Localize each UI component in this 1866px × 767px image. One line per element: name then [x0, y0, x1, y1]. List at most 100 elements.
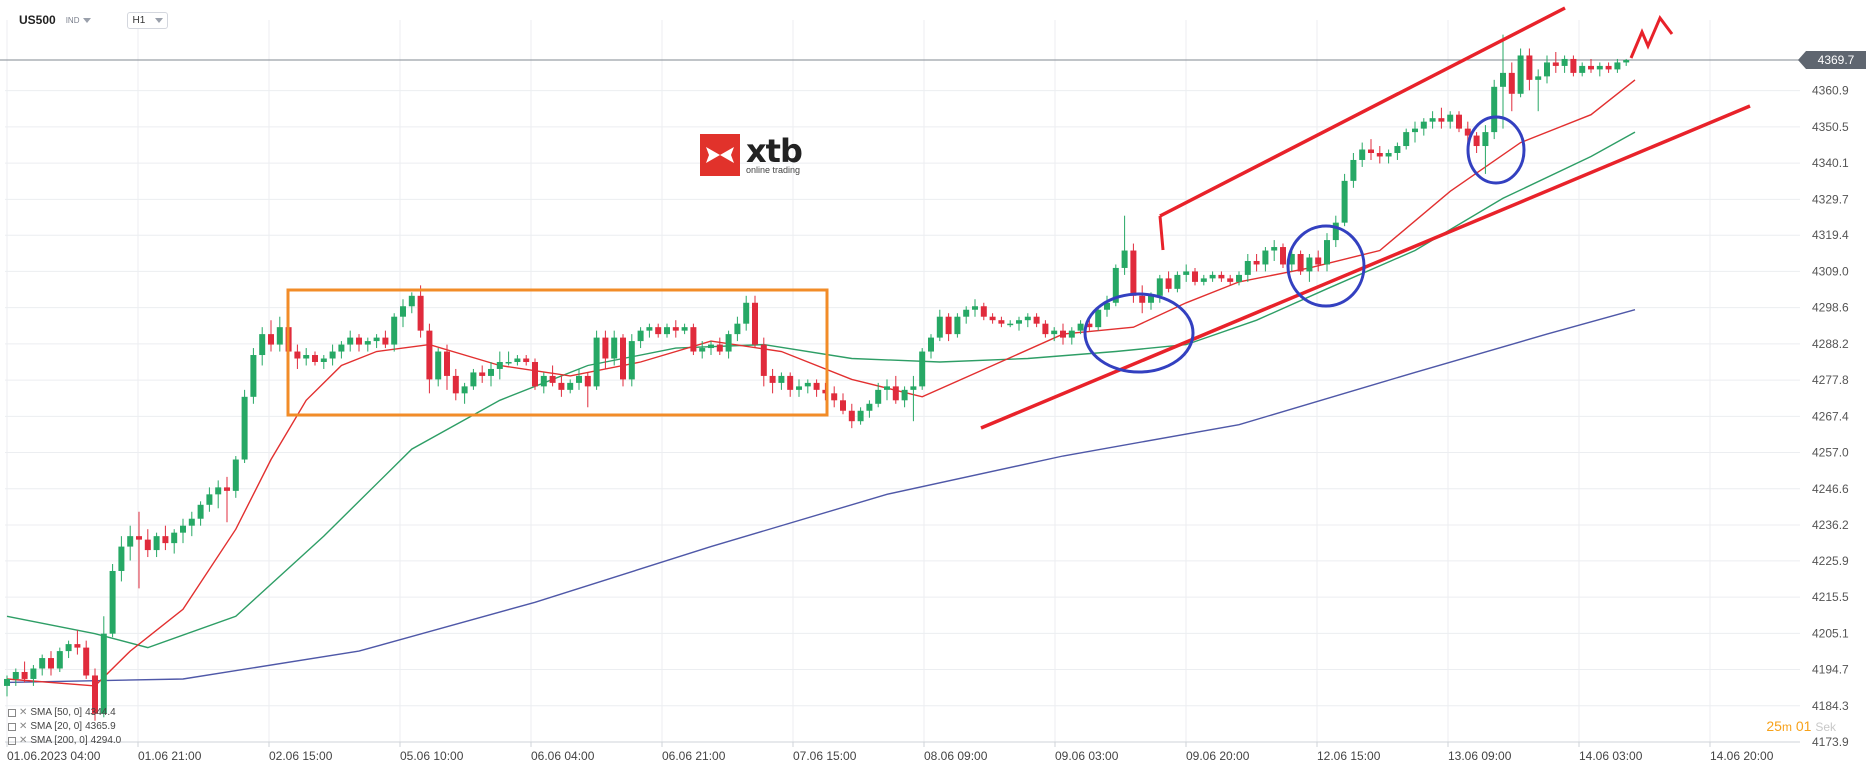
candle	[1112, 264, 1119, 307]
x-tick-label: 01.06.2023 04:00	[7, 749, 101, 763]
chevron-down-icon	[83, 17, 92, 23]
candle-body	[1420, 121, 1427, 129]
candle	[1412, 121, 1418, 143]
candle-body	[1596, 65, 1603, 70]
timeframe-label: H1	[132, 14, 146, 26]
candle-body	[593, 337, 600, 387]
legend-item-sma50[interactable]: ✕ SMA [50, 0] 4344.4	[8, 706, 121, 720]
candle	[963, 306, 970, 324]
candle	[1579, 62, 1586, 77]
candle	[1588, 58, 1594, 73]
candle-body	[558, 382, 565, 390]
candle-body	[945, 316, 952, 335]
candle	[21, 661, 28, 683]
candle	[1438, 107, 1445, 129]
candle-body	[39, 658, 46, 669]
candle	[1544, 55, 1550, 84]
candle	[875, 382, 882, 408]
candle	[567, 379, 574, 394]
legend-label: SMA [50, 0]	[30, 707, 83, 718]
candle-body	[1165, 278, 1172, 289]
candle-body	[1561, 58, 1568, 66]
candle	[752, 295, 758, 349]
candle	[910, 375, 917, 422]
candle	[1420, 118, 1427, 136]
candle-body	[787, 375, 794, 390]
close-icon[interactable]: ✕	[19, 707, 28, 718]
consolidation-box	[286, 288, 829, 417]
y-tick-label: 4236.2	[1812, 518, 1849, 532]
candle-body	[1218, 274, 1225, 279]
candle	[919, 348, 926, 390]
candle-body	[725, 334, 732, 352]
market-badge[interactable]: IND	[66, 16, 92, 25]
settings-icon[interactable]	[8, 709, 16, 717]
candle-body	[1588, 65, 1594, 70]
candle	[373, 334, 380, 349]
candle-body	[822, 389, 829, 394]
candle-body	[21, 671, 28, 679]
candle	[1517, 48, 1524, 98]
candle	[488, 361, 494, 387]
candle	[136, 511, 142, 589]
candle	[197, 501, 204, 526]
timer-seconds: 01	[1795, 718, 1812, 734]
candle-body	[1271, 247, 1278, 251]
candle-body	[523, 358, 530, 362]
candle-body	[1236, 274, 1242, 282]
candle-body	[48, 658, 54, 669]
candle-body	[866, 403, 873, 411]
candle-body	[804, 382, 811, 387]
y-tick-label: 4350.5	[1812, 120, 1849, 134]
candle	[1104, 295, 1110, 317]
candle-body	[1007, 323, 1014, 326]
y-tick-label: 4340.1	[1812, 156, 1849, 170]
candle	[303, 348, 310, 366]
close-icon[interactable]: ✕	[19, 735, 28, 746]
candle	[1447, 111, 1454, 129]
candle	[1139, 285, 1146, 314]
y-tick-label: 4298.6	[1812, 301, 1849, 315]
candle-body	[1508, 72, 1515, 94]
y-tick-label: 4277.8	[1812, 373, 1849, 387]
candle	[320, 355, 327, 369]
channel-upper-line	[1159, 6, 1566, 218]
candle	[1060, 323, 1066, 345]
legend-item-sma200[interactable]: ✕ SMA [200, 0] 4294.0	[8, 734, 121, 748]
candle-body	[664, 327, 670, 335]
candle	[1227, 274, 1234, 286]
candle-body	[1535, 76, 1542, 80]
candle-body	[699, 348, 706, 352]
candle-body	[1148, 295, 1154, 303]
candle	[1394, 142, 1401, 160]
candle	[1429, 111, 1436, 129]
candle-body	[1412, 128, 1418, 133]
candle-body	[241, 396, 248, 460]
candle	[268, 320, 274, 352]
candle-body	[435, 351, 442, 380]
y-tick-label: 4194.7	[1812, 663, 1849, 677]
candle	[928, 334, 934, 359]
settings-icon[interactable]	[8, 737, 16, 745]
candle	[1042, 320, 1049, 338]
legend-item-sma20[interactable]: ✕ SMA [20, 0] 4365.9	[8, 720, 121, 734]
candle	[1491, 79, 1498, 140]
settings-icon[interactable]	[8, 723, 16, 731]
candle	[444, 344, 450, 390]
candle-body	[250, 355, 257, 397]
close-icon[interactable]: ✕	[19, 721, 28, 732]
candle	[1368, 139, 1374, 160]
support-circle-1	[1083, 292, 1195, 374]
candle-body	[875, 389, 882, 404]
candle	[620, 334, 626, 387]
xtb-logo-mark	[700, 134, 740, 176]
candle	[954, 313, 961, 338]
candle-body	[1376, 153, 1383, 157]
symbol-label[interactable]: US500	[19, 13, 56, 27]
timeframe-select[interactable]: H1	[127, 11, 169, 29]
candle-body	[1016, 320, 1022, 324]
candle-body	[540, 375, 547, 387]
candle-body	[1315, 257, 1322, 265]
